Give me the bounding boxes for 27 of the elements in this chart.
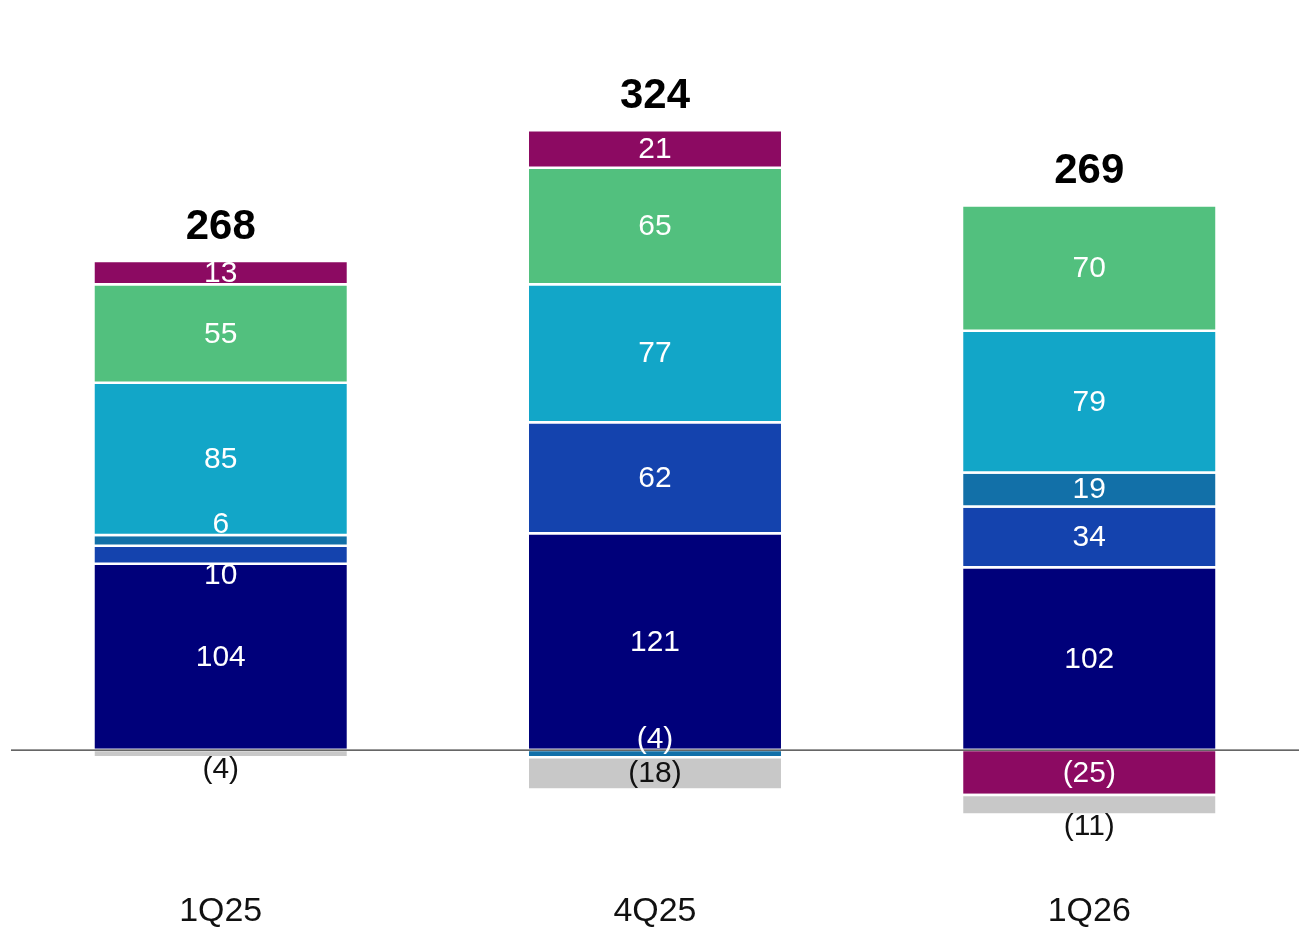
data-label: 6 [212,506,230,539]
x-tick-label: 4Q25 [613,889,697,928]
data-label: 70 [1072,250,1106,284]
x-tick-label: 1Q26 [1047,889,1131,928]
data-label: 77 [638,335,672,369]
total-label: 268 [185,201,256,249]
data-label: (11) [1063,807,1115,841]
data-label: 10 [204,556,238,590]
data-label: 65 [638,208,672,242]
data-label: 34 [1072,518,1106,552]
data-label: 55 [204,315,238,349]
data-label: (25) [1062,754,1116,788]
data-label: 102 [1064,640,1115,674]
data-label: 121 [630,623,680,657]
data-label: 62 [638,459,672,493]
data-label: (4) [202,750,240,784]
data-label: 104 [195,638,246,672]
x-tick-label: 1Q25 [179,889,263,928]
data-label: 19 [1072,471,1106,505]
data-label: 79 [1072,383,1106,417]
data-label: (18) [628,755,682,789]
total-label: 269 [1054,145,1125,193]
data-label: 13 [204,254,238,288]
data-label: (4) [636,720,674,754]
total-label: 324 [620,70,691,118]
data-label: 21 [638,130,672,164]
data-label: 85 [204,440,238,474]
